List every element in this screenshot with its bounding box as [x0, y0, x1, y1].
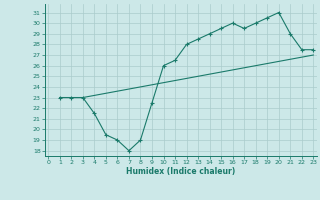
- X-axis label: Humidex (Indice chaleur): Humidex (Indice chaleur): [126, 167, 236, 176]
